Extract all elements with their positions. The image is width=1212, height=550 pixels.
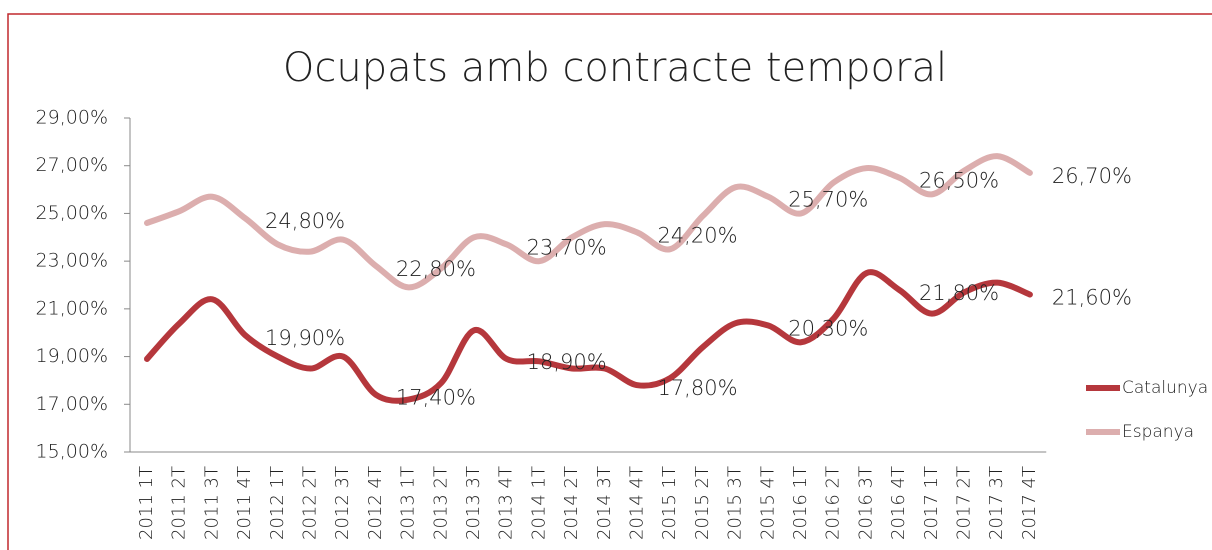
x-tick-label: 2017 4T [1019, 466, 1040, 540]
data-label: 17,80% [657, 376, 737, 400]
y-tick-label: 25,00% [36, 202, 108, 224]
data-label: 20,30% [788, 317, 868, 341]
y-tick-label: 29,00% [36, 107, 108, 129]
x-tick-label: 2011 4T [234, 466, 255, 540]
x-tick-label: 2016 2T [823, 466, 844, 540]
y-tick-label: 27,00% [36, 154, 108, 176]
x-tick-label: 2016 1T [790, 466, 811, 540]
x-tick-label: 2011 2T [169, 466, 190, 540]
x-tick-label: 2011 3T [201, 466, 222, 540]
data-label: 21,80% [919, 281, 999, 305]
x-tick-label: 2011 1T [136, 466, 157, 540]
x-tick-label: 2012 1T [267, 466, 288, 540]
y-tick-label: 19,00% [36, 345, 108, 367]
data-label: 26,50% [919, 169, 999, 193]
x-tick-label: 2013 4T [496, 466, 517, 540]
x-tick-label: 2014 4T [627, 466, 648, 540]
legend-label: Espanya [1122, 422, 1194, 442]
data-label: 19,90% [265, 326, 345, 350]
data-label: 21,60% [1052, 286, 1132, 310]
x-tick-label: 2017 1T [921, 466, 942, 540]
data-label: 24,20% [657, 224, 737, 248]
series-line [144, 153, 1033, 291]
x-tick-label: 2013 1T [398, 466, 419, 540]
x-tick-label: 2013 3T [463, 466, 484, 540]
x-tick-label: 2017 2T [954, 466, 975, 540]
data-label: 24,80% [265, 209, 345, 233]
chart-border [7, 13, 1212, 550]
y-tick-label: 21,00% [36, 297, 108, 319]
x-tick-label: 2017 3T [986, 466, 1007, 540]
data-label: 22,80% [396, 257, 476, 281]
x-tick-label: 2014 1T [528, 466, 549, 540]
x-tick-label: 2015 2T [692, 466, 713, 540]
x-tick-label: 2012 3T [332, 466, 353, 540]
legend-label: Catalunya [1122, 378, 1208, 398]
x-tick-label: 2015 3T [725, 466, 746, 540]
data-label: 25,70% [788, 188, 868, 212]
x-tick-label: 2012 2T [300, 466, 321, 540]
x-tick-label: 2015 4T [757, 466, 778, 540]
data-label: 18,90% [527, 350, 607, 374]
data-label: 26,70% [1052, 164, 1132, 188]
x-tick-label: 2012 4T [365, 466, 386, 540]
y-tick-label: 15,00% [36, 441, 108, 463]
x-tick-label: 2016 3T [855, 466, 876, 540]
x-tick-label: 2016 4T [888, 466, 909, 540]
y-tick-label: 17,00% [36, 393, 108, 415]
x-tick-label: 2015 1T [659, 466, 680, 540]
y-tick-label: 23,00% [36, 250, 108, 272]
data-label: 17,40% [396, 386, 476, 410]
chart-title: Ocupats amb contracte temporal [283, 45, 947, 91]
data-label: 23,70% [527, 235, 607, 259]
series-line [144, 269, 1033, 404]
x-tick-label: 2013 2T [430, 466, 451, 540]
x-tick-label: 2014 3T [594, 466, 615, 540]
x-tick-label: 2014 2T [561, 466, 582, 540]
